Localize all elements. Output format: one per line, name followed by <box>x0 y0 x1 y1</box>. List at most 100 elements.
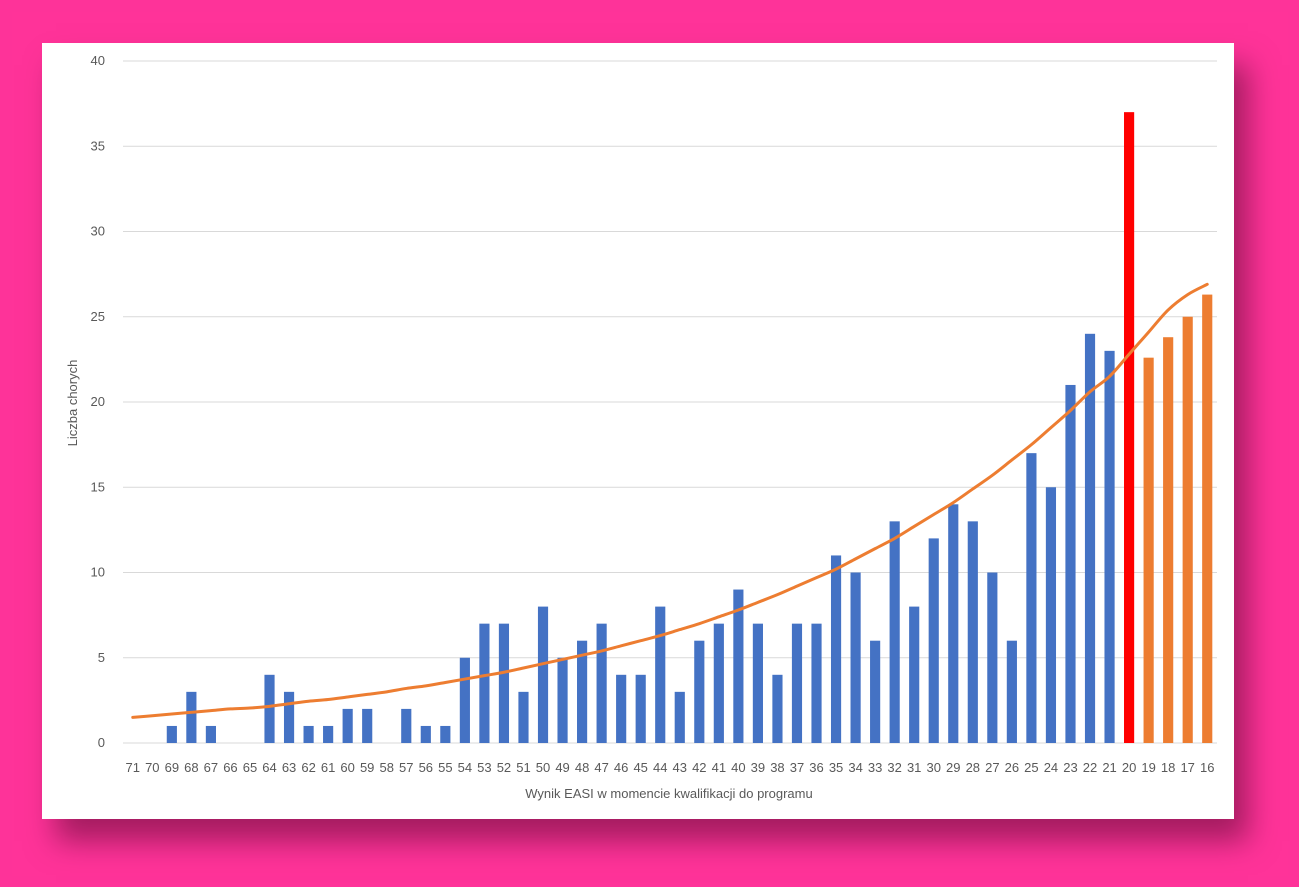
bar-61 <box>323 725 334 743</box>
bar-69 <box>166 725 177 743</box>
bar-17 <box>1182 316 1193 743</box>
x-tick-label: 51 <box>516 760 530 775</box>
x-tick-label: 25 <box>1024 760 1038 775</box>
y-tick-label: 10 <box>91 565 105 580</box>
x-tick-label: 53 <box>477 760 491 775</box>
bar-chart: 0 5 10 15 20 25 30 35 40 71 70 69 68 67 66 65 64 63 62 61 6… <box>65 53 1217 801</box>
bar-59 <box>362 708 373 743</box>
x-tick-label: 20 <box>1122 760 1136 775</box>
x-tick-label: 16 <box>1200 760 1214 775</box>
bar-33 <box>870 640 881 743</box>
x-tick-label: 60 <box>340 760 354 775</box>
bar-32 <box>889 521 900 743</box>
x-tick-label: 66 <box>223 760 237 775</box>
x-tick-label: 30 <box>926 760 940 775</box>
bar-64 <box>264 674 275 743</box>
x-tick-label: 58 <box>379 760 393 775</box>
y-tick-label: 35 <box>91 138 105 153</box>
y-tick-label: 30 <box>91 224 105 239</box>
bar-52 <box>498 623 510 743</box>
x-tick-label: 33 <box>868 760 882 775</box>
x-axis-ticks: 71 70 69 68 67 66 65 64 63 62 61 60 59 58 57 56 55 54 53 52… <box>126 760 1215 775</box>
bar-37 <box>791 623 803 743</box>
x-tick-label: 17 <box>1180 760 1194 775</box>
bar-24 <box>1045 487 1057 743</box>
bar-43 <box>674 691 685 743</box>
y-tick-label: 0 <box>98 735 105 750</box>
x-tick-label: 26 <box>1005 760 1019 775</box>
bar-29 <box>948 504 959 743</box>
x-tick-label: 70 <box>145 760 159 775</box>
bar-45 <box>635 674 646 743</box>
x-tick-label: 32 <box>887 760 901 775</box>
x-tick-label: 40 <box>731 760 745 775</box>
bar-44 <box>655 606 666 743</box>
x-tick-label: 27 <box>985 760 999 775</box>
x-tick-label: 43 <box>673 760 687 775</box>
bar-57 <box>401 708 412 743</box>
bar-63 <box>283 691 295 743</box>
x-tick-label: 61 <box>321 760 335 775</box>
x-tick-label: 57 <box>399 760 413 775</box>
x-tick-label: 52 <box>497 760 511 775</box>
bar-22 <box>1084 333 1096 743</box>
x-tick-label: 39 <box>751 760 765 775</box>
x-tick-label: 38 <box>770 760 784 775</box>
y-tick-label: 5 <box>98 650 105 665</box>
x-axis-title: Wynik EASI w momencie kwalifikacji do pr… <box>525 786 812 801</box>
bar-55 <box>440 725 451 743</box>
x-tick-label: 59 <box>360 760 374 775</box>
x-tick-label: 28 <box>966 760 980 775</box>
bar-40 <box>733 589 744 743</box>
bar-56 <box>420 725 431 743</box>
x-tick-label: 56 <box>419 760 433 775</box>
bar-41 <box>713 623 724 743</box>
x-tick-label: 48 <box>575 760 589 775</box>
x-tick-label: 55 <box>438 760 452 775</box>
bar-38 <box>772 674 783 743</box>
trendline-curve <box>131 282 1209 719</box>
bar-25 <box>1026 453 1037 743</box>
bar-18 <box>1163 337 1174 743</box>
x-tick-label: 46 <box>614 760 628 775</box>
x-tick-label: 54 <box>458 760 472 775</box>
bar-54 <box>459 657 470 743</box>
x-tick-label: 67 <box>204 760 218 775</box>
x-tick-label: 62 <box>301 760 315 775</box>
bar-67 <box>205 725 216 743</box>
bar-31 <box>909 606 920 743</box>
bar-26 <box>1006 640 1017 743</box>
x-tick-label: 31 <box>907 760 921 775</box>
bar-60 <box>342 708 353 743</box>
x-tick-label: 50 <box>536 760 550 775</box>
bar-50 <box>537 606 549 743</box>
y-tick-label: 20 <box>91 394 105 409</box>
x-tick-label: 49 <box>555 760 569 775</box>
x-tick-label: 42 <box>692 760 706 775</box>
x-tick-label: 45 <box>633 760 647 775</box>
bars <box>166 112 1213 743</box>
bar-27 <box>987 572 998 743</box>
x-tick-label: 41 <box>712 760 726 775</box>
x-tick-label: 23 <box>1063 760 1077 775</box>
x-tick-label: 19 <box>1141 760 1155 775</box>
bar-53 <box>479 623 490 743</box>
bar-34 <box>850 572 861 743</box>
x-tick-label: 35 <box>829 760 843 775</box>
x-tick-label: 18 <box>1161 760 1175 775</box>
y-tick-label: 40 <box>91 53 105 68</box>
bar-35 <box>830 555 842 743</box>
bar-20 <box>1124 112 1135 743</box>
x-tick-label: 24 <box>1044 760 1058 775</box>
x-tick-label: 21 <box>1102 760 1116 775</box>
bar-28 <box>967 521 978 743</box>
y-axis-title: Liczba chorych <box>65 360 80 447</box>
x-tick-label: 44 <box>653 760 667 775</box>
x-tick-label: 63 <box>282 760 296 775</box>
x-tick-label: 69 <box>165 760 179 775</box>
y-axis-ticks: 0 5 10 15 20 25 30 35 40 <box>91 53 105 750</box>
bar-68 <box>186 691 197 743</box>
x-tick-label: 34 <box>848 760 862 775</box>
bar-19 <box>1143 357 1154 743</box>
x-tick-label: 22 <box>1083 760 1097 775</box>
